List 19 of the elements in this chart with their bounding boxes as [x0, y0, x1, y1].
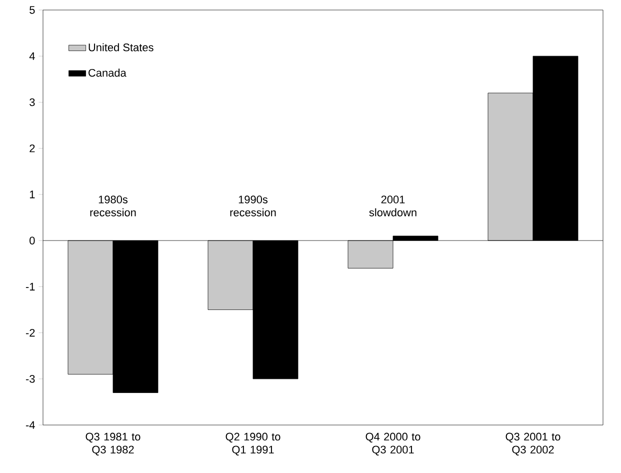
x-tick-label: Q3 2001 to Q3 2002: [506, 432, 560, 456]
y-tick-label: 0: [30, 236, 35, 244]
y-tick-label: -4: [26, 421, 35, 429]
y-tick-label: -1: [26, 282, 35, 290]
legend-label: Canada: [88, 68, 126, 77]
annotation: 2001 slowdown: [369, 196, 416, 216]
y-tick-label: 2: [30, 144, 35, 152]
y-tick-label: 4: [29, 52, 35, 60]
y-tick-label: 3: [30, 98, 35, 106]
x-tick-label: Q2 1990 to Q1 1991: [226, 432, 280, 456]
y-tick-label: 5: [30, 6, 35, 14]
x-tick-label: Q3 1981 to Q3 1982: [86, 432, 140, 456]
annotation: 1980s recession: [90, 196, 136, 216]
y-tick-label: -3: [26, 375, 35, 383]
x-tick-label: Q4 2000 to Q3 2001: [366, 432, 420, 456]
annotation: 1990s recession: [230, 196, 276, 216]
y-tick-label: -2: [26, 328, 35, 337]
legend-label: United States: [88, 43, 154, 52]
y-tick-label: 1: [30, 190, 35, 198]
